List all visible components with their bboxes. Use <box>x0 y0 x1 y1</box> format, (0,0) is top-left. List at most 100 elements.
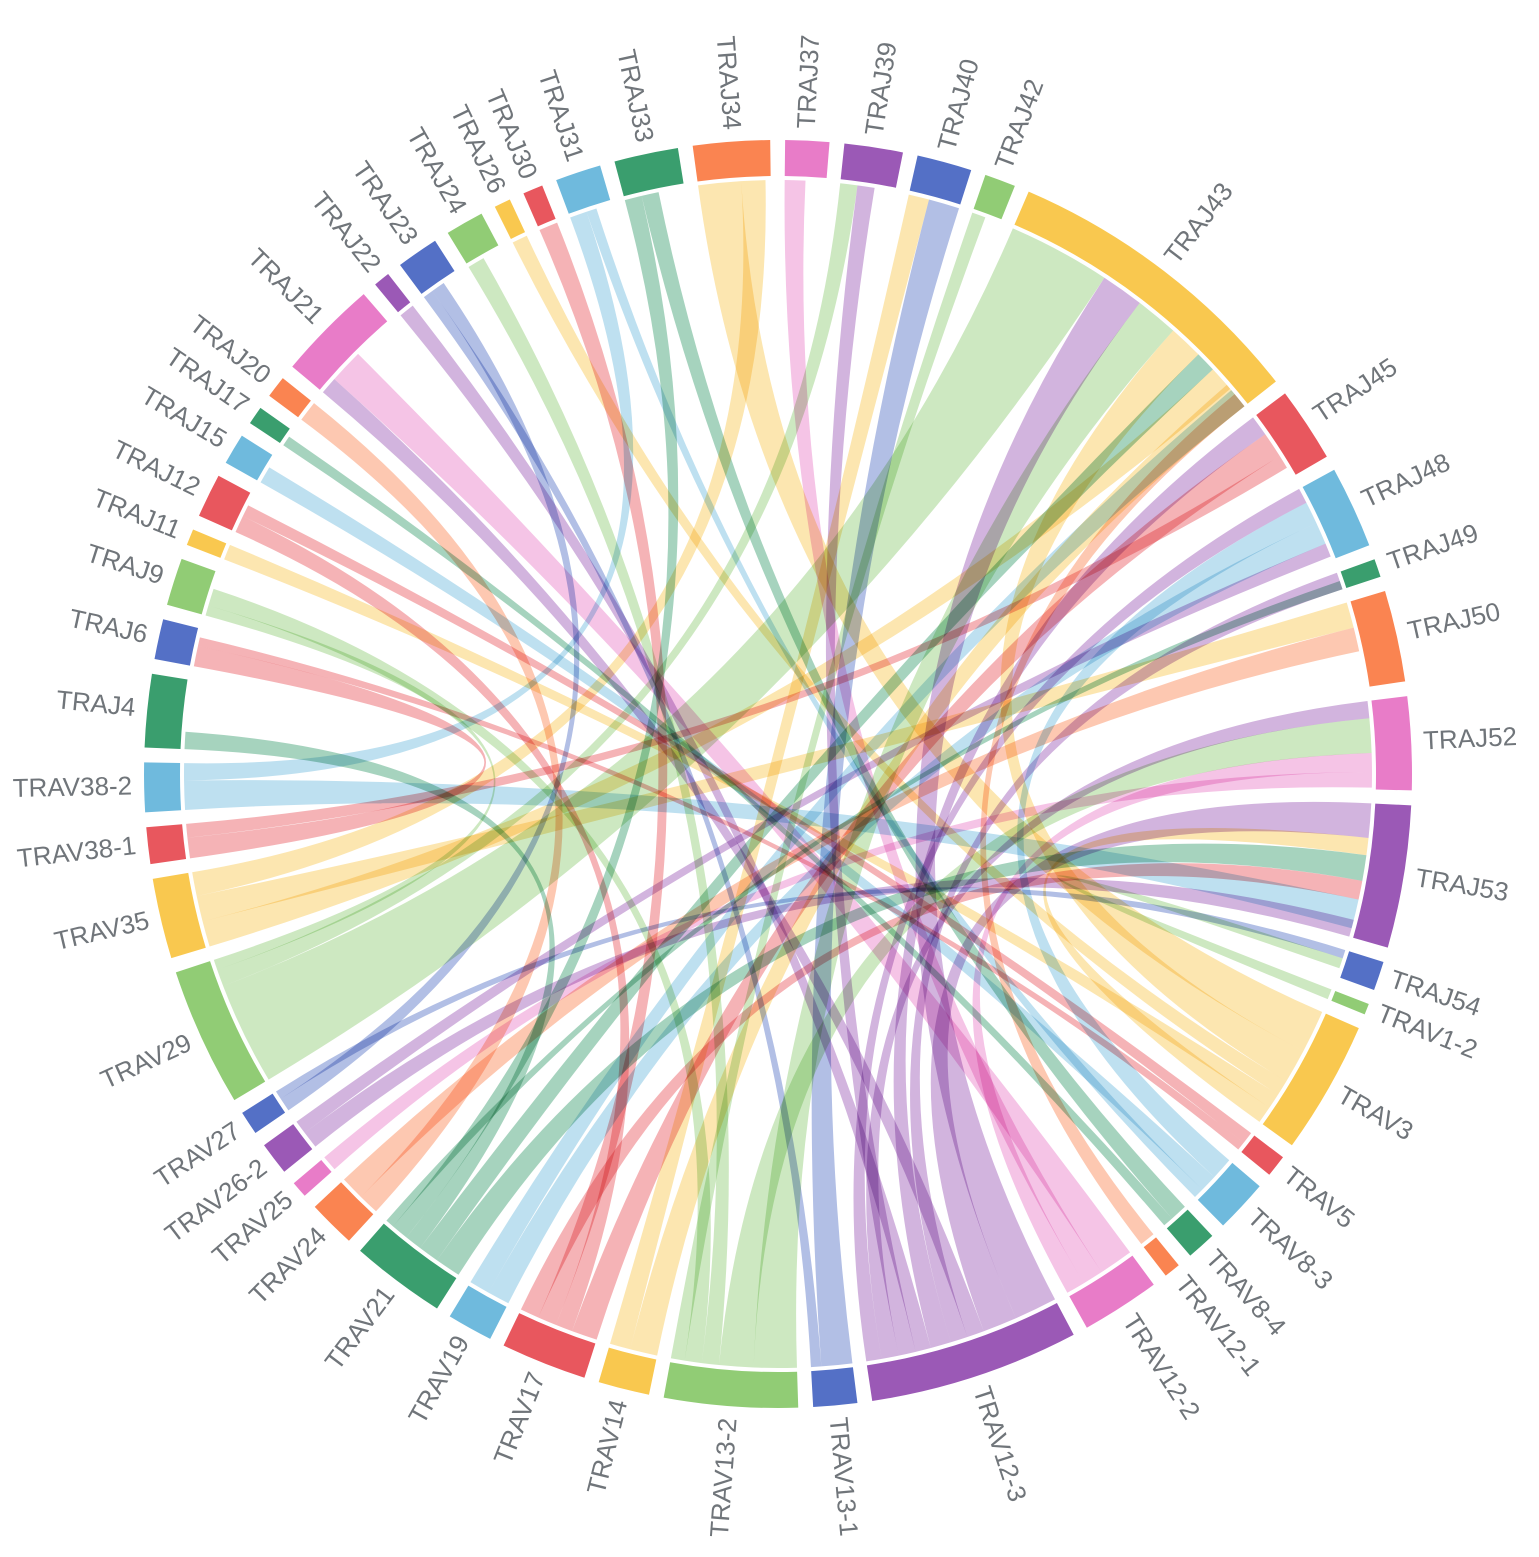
segment-arc-traj39[interactable] <box>840 143 903 188</box>
segment-label-traj4: TRAJ4 <box>55 684 137 722</box>
segment-arc-traj49[interactable] <box>1340 559 1381 588</box>
segment-label-traj45: TRAJ45 <box>1307 352 1402 429</box>
segment-arc-traj26[interactable] <box>494 199 526 239</box>
segment-label-traj39: TRAJ39 <box>859 40 903 137</box>
ribbon-trav13-2-traj43[interactable] <box>753 302 1174 1369</box>
ribbon-trav1-2-traj54[interactable] <box>1056 875 1343 1000</box>
segment-arc-trav21[interactable] <box>360 1223 457 1309</box>
segment-arc-trav38-1[interactable] <box>146 824 187 865</box>
segment-arc-traj52[interactable] <box>1371 696 1413 791</box>
segment-label-traj48: TRAJ48 <box>1357 447 1455 514</box>
ribbon-trav12-2-traj21[interactable] <box>334 353 1131 1273</box>
ribbon-trav14-traj40[interactable] <box>609 194 930 1350</box>
segment-arc-trav19[interactable] <box>449 1285 507 1339</box>
segment-arc-traj54[interactable] <box>1340 951 1384 991</box>
segment-label-traj52: TRAJ52 <box>1422 721 1517 756</box>
segment-label-traj11: TRAJ11 <box>89 482 186 544</box>
ribbon-trav17-traj12[interactable] <box>235 516 630 1332</box>
segment-arc-traj37[interactable] <box>784 140 830 178</box>
segment-arc-trav12-2[interactable] <box>1069 1255 1154 1328</box>
segment-arc-trav27[interactable] <box>242 1093 286 1133</box>
segment-arc-traj50[interactable] <box>1350 591 1406 687</box>
segment-arc-traj33[interactable] <box>614 147 684 197</box>
segment-label-traj50: TRAJ50 <box>1405 596 1503 646</box>
ribbon-trav38-2-traj31[interactable] <box>184 211 634 781</box>
segment-label-trav14: TRAV14 <box>581 1396 634 1497</box>
segment-arc-traj4[interactable] <box>144 673 188 749</box>
ribbon-trav3-traj11[interactable] <box>224 544 1279 1108</box>
segment-arc-traj9[interactable] <box>167 558 216 615</box>
ribbon-trav38-1-traj6[interactable] <box>187 645 487 859</box>
segment-arc-trav13-2[interactable] <box>663 1362 799 1409</box>
segment-arc-traj31[interactable] <box>556 165 611 214</box>
segment-label-traj40: TRAJ40 <box>931 56 985 155</box>
segment-label-trav19: TRAV19 <box>402 1330 475 1429</box>
segment-arc-traj24[interactable] <box>447 213 499 264</box>
segment-label-trav13-2: TRAV13-2 <box>704 1417 743 1538</box>
ribbons-layer <box>184 180 1373 1369</box>
segment-arc-trav1-2[interactable] <box>1331 990 1369 1015</box>
segment-arc-traj15[interactable] <box>225 435 273 481</box>
segment-label-trav35: TRAV35 <box>51 905 152 956</box>
segment-arc-traj23[interactable] <box>400 240 455 294</box>
segment-label-trav38-1: TRAV38-1 <box>16 830 138 873</box>
ribbon-trav3-traj53[interactable] <box>1043 828 1369 1122</box>
ribbon-trav8-3-traj48[interactable] <box>1016 502 1317 1178</box>
ribbon-trav29-traj43[interactable] <box>223 228 1105 1080</box>
segment-label-trav21: TRAV21 <box>319 1280 401 1375</box>
segment-arc-trav24[interactable] <box>314 1182 374 1241</box>
segment-arc-traj40[interactable] <box>909 155 972 205</box>
segment-label-traj33: TRAJ33 <box>611 47 660 145</box>
segment-arc-trav25[interactable] <box>293 1159 332 1196</box>
segment-arc-trav38-2[interactable] <box>144 762 182 813</box>
segment-arc-trav3[interactable] <box>1262 1013 1359 1146</box>
segment-arc-trav14[interactable] <box>598 1347 657 1395</box>
segment-label-trav29: TRAV29 <box>96 1027 196 1094</box>
segment-label-trav13-1: TRAV13-1 <box>824 1416 865 1538</box>
segment-arc-trav8-3[interactable] <box>1197 1162 1260 1226</box>
ribbon-trav26-2-traj53[interactable] <box>304 877 1354 1147</box>
ribbon-trav3-traj43[interactable] <box>1000 330 1304 1082</box>
segment-arc-trav35[interactable] <box>152 872 206 959</box>
segment-arc-trav26-2[interactable] <box>264 1124 313 1172</box>
segment-arc-trav17[interactable] <box>503 1313 596 1378</box>
segment-arc-traj11[interactable] <box>186 529 227 558</box>
segment-label-traj42: TRAJ42 <box>988 75 1049 173</box>
segment-arc-trav29[interactable] <box>175 961 266 1101</box>
segment-label-traj34: TRAJ34 <box>711 35 748 131</box>
ribbon-trav12-3-traj53[interactable] <box>930 801 1372 1332</box>
segment-arc-traj53[interactable] <box>1353 803 1412 948</box>
segment-label-trav12-3: TRAV12-3 <box>967 1382 1033 1505</box>
segment-arc-traj12[interactable] <box>198 475 251 531</box>
segment-arc-traj22[interactable] <box>375 274 411 313</box>
segment-label-traj53: TRAJ53 <box>1413 862 1511 907</box>
segment-label-trav3: TRAV3 <box>1333 1080 1419 1147</box>
segment-arc-trav12-3[interactable] <box>866 1302 1074 1401</box>
segment-arc-traj6[interactable] <box>154 619 199 666</box>
ribbon-trav21-traj43[interactable] <box>420 354 1213 1261</box>
segment-arc-trav12-1[interactable] <box>1143 1237 1179 1276</box>
segment-arc-trav5[interactable] <box>1241 1135 1284 1175</box>
segment-arc-traj21[interactable] <box>292 294 388 390</box>
segment-arc-traj48[interactable] <box>1302 469 1370 559</box>
segment-arc-traj45[interactable] <box>1256 393 1327 475</box>
segment-label-traj9: TRAJ9 <box>83 538 168 591</box>
ribbon-trav13-2-traj42[interactable] <box>670 212 986 1361</box>
segment-label-traj31: TRAJ31 <box>532 66 590 165</box>
segment-arc-trav8-4[interactable] <box>1166 1209 1213 1256</box>
ribbon-trav24-traj20[interactable] <box>301 403 563 1212</box>
segment-label-trav12-2: TRAV12-2 <box>1117 1308 1207 1425</box>
segment-label-traj43: TRAJ43 <box>1158 177 1239 270</box>
segment-arc-traj42[interactable] <box>973 174 1015 220</box>
segment-label-traj49: TRAJ49 <box>1383 517 1482 576</box>
segment-arc-traj20[interactable] <box>269 378 311 418</box>
segment-arc-traj34[interactable] <box>692 140 771 182</box>
segment-label-traj21: TRAJ21 <box>242 242 330 329</box>
segment-arc-traj17[interactable] <box>249 407 290 444</box>
segment-arcs-layer <box>144 140 1413 1409</box>
segment-arc-trav13-1[interactable] <box>811 1367 858 1408</box>
segment-label-traj6: TRAJ6 <box>66 603 150 649</box>
segment-arc-traj43[interactable] <box>1014 191 1276 404</box>
segment-arc-traj30[interactable] <box>523 185 556 227</box>
